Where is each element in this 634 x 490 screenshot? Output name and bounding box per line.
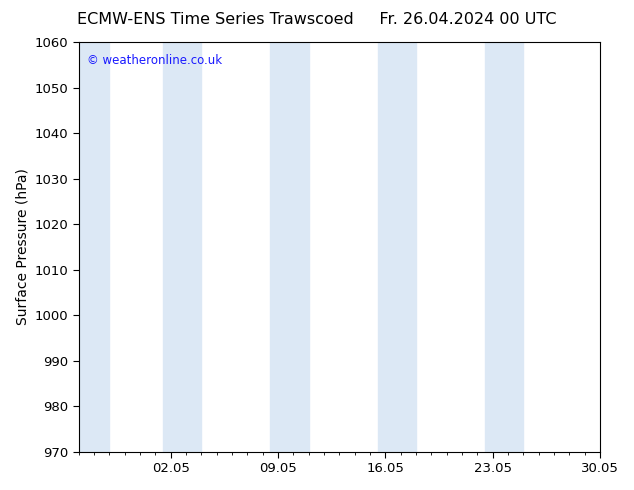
Y-axis label: Surface Pressure (hPa): Surface Pressure (hPa) — [15, 169, 29, 325]
Bar — [378, 42, 416, 452]
Text: ECMW-ENS Time Series Trawscoed     Fr. 26.04.2024 00 UTC: ECMW-ENS Time Series Trawscoed Fr. 26.04… — [77, 12, 557, 27]
Bar — [163, 42, 202, 452]
Bar — [79, 42, 110, 452]
Bar — [270, 42, 309, 452]
Text: © weatheronline.co.uk: © weatheronline.co.uk — [87, 54, 222, 67]
Bar — [485, 42, 524, 452]
